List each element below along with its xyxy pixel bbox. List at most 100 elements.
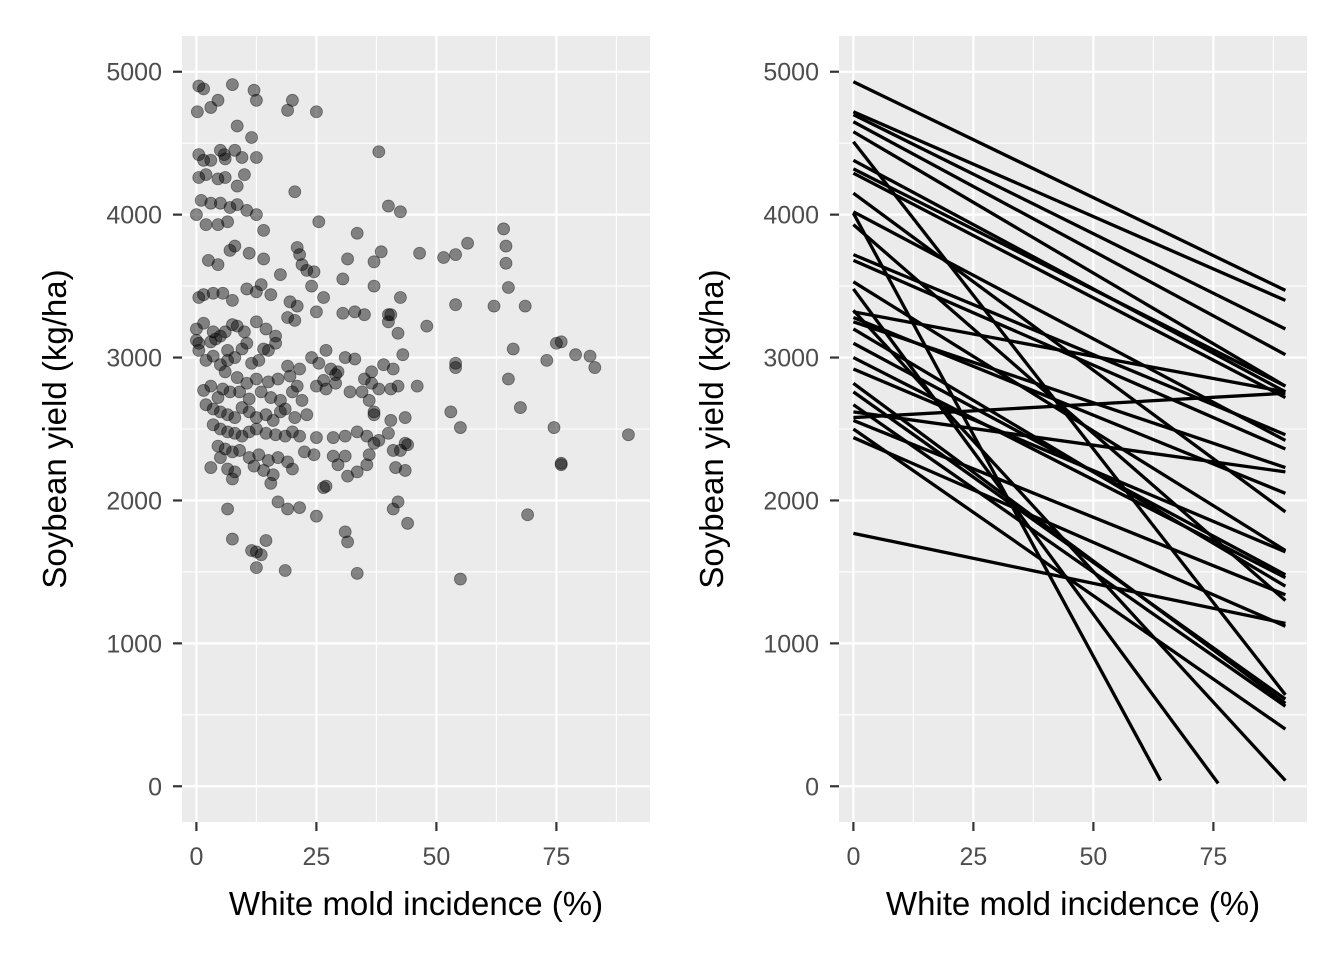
- scatter-point: [252, 448, 266, 462]
- lines-panel: 0 25 50 75 0 1000 2000 3000 4000 5000 White mold …: [693, 36, 1307, 922]
- scatter-point: [338, 525, 352, 539]
- scatter-point: [317, 481, 331, 494]
- scatter-point: [225, 472, 239, 486]
- scatter-point: [386, 502, 400, 516]
- scatter-point: [540, 354, 554, 367]
- scatter-point: [192, 343, 206, 357]
- scatter-point: [283, 295, 297, 309]
- scatter-point: [588, 361, 602, 374]
- scatter-point: [269, 329, 283, 343]
- scatter-point: [269, 428, 283, 442]
- scatter-gridlines: [182, 36, 650, 822]
- scatter-point: [336, 306, 350, 320]
- scatter-point: [278, 564, 292, 577]
- scatter-point: [295, 394, 309, 407]
- scatter-point: [197, 82, 211, 96]
- scatter-point: [324, 362, 338, 376]
- scatter-point: [259, 426, 273, 440]
- scatter-point: [288, 313, 302, 327]
- scatter-point: [218, 325, 232, 339]
- regression-line: [852, 110, 1287, 302]
- scatter-point: [213, 329, 227, 343]
- scatter-point: [506, 342, 520, 356]
- scatter-point: [257, 252, 271, 266]
- scatter-point: [204, 335, 218, 349]
- scatter-point: [266, 414, 280, 427]
- scatter-point: [338, 449, 352, 463]
- scatter-point: [273, 405, 287, 419]
- regression-line: [852, 130, 1287, 388]
- scatter-point: [285, 462, 299, 476]
- scatter-points: [189, 78, 635, 586]
- scatter-point: [283, 369, 297, 383]
- scatter-point: [189, 208, 203, 222]
- lines-axis-ticks: 0 25 50 75 0 1000 2000 3000 4000 5000: [763, 59, 1227, 871]
- regression-line: [853, 531, 1286, 625]
- scatter-point: [252, 354, 266, 367]
- scatter-point: [225, 445, 239, 459]
- lines-y-tick-label: 3000: [763, 345, 819, 373]
- scatter-point: [348, 305, 362, 319]
- scatter-point: [217, 148, 231, 162]
- scatter-point: [499, 239, 513, 253]
- scatter-point: [245, 544, 259, 557]
- regression-line: [852, 113, 1287, 331]
- regression-line: [852, 80, 1287, 292]
- scatter-x-tick-label: 0: [189, 843, 203, 871]
- scatter-x-axis-title: White mold incidence (%): [229, 885, 603, 922]
- scatter-point: [249, 561, 263, 575]
- scatter-point: [317, 291, 331, 304]
- scatter-point: [317, 374, 331, 387]
- scatter-point: [218, 442, 232, 456]
- scatter-point: [348, 352, 362, 366]
- scatter-point: [362, 448, 376, 462]
- scatter-point: [367, 405, 381, 419]
- scatter-point: [329, 368, 343, 382]
- scatter-point: [396, 348, 410, 362]
- scatter-x-tick-label: 50: [422, 843, 450, 871]
- regression-line: [852, 367, 1287, 554]
- regression-line: [852, 356, 1287, 580]
- scatter-point: [192, 148, 206, 162]
- scatter-point: [381, 308, 395, 322]
- scatter-point: [264, 391, 278, 404]
- scatter-point: [211, 93, 225, 107]
- scatter-point: [211, 258, 225, 272]
- scatter-point: [190, 105, 204, 119]
- scatter-point: [197, 384, 211, 397]
- scatter-point: [386, 362, 400, 376]
- scatter-point: [293, 362, 307, 376]
- scatter-point: [199, 218, 213, 232]
- scatter-point: [257, 464, 271, 477]
- scatter-point: [228, 351, 242, 364]
- scatter-point: [245, 356, 259, 370]
- scatter-point: [293, 429, 307, 443]
- scatter-point: [271, 372, 285, 386]
- lines-y-axis-title: Soybean yield (kg/ha): [693, 269, 730, 588]
- scatter-point: [223, 385, 237, 399]
- scatter-point: [204, 101, 218, 114]
- scatter-point: [228, 143, 242, 157]
- scatter-x-tick-label: 25: [302, 843, 330, 871]
- scatter-point: [247, 459, 261, 473]
- scatter-point: [230, 198, 244, 212]
- scatter-point: [245, 131, 259, 144]
- scatter-point: [281, 359, 295, 373]
- scatter-point: [249, 93, 263, 107]
- scatter-point: [398, 436, 412, 450]
- scatter-point: [228, 426, 242, 440]
- scatter-point: [374, 245, 388, 259]
- scatter-axis-ticks: 0 25 50 75 0 1000 2000 3000 4000 5000: [106, 59, 570, 871]
- scatter-point: [254, 548, 268, 562]
- scatter-point: [189, 322, 203, 336]
- scatter-point: [206, 402, 220, 416]
- regression-line: [852, 140, 1287, 696]
- regression-line: [852, 418, 1287, 597]
- scatter-point: [290, 299, 304, 313]
- scatter-point: [216, 286, 230, 300]
- scatter-point: [254, 278, 268, 292]
- scatter-point: [221, 502, 235, 516]
- scatter-point: [249, 315, 263, 329]
- scatter-point: [213, 196, 227, 210]
